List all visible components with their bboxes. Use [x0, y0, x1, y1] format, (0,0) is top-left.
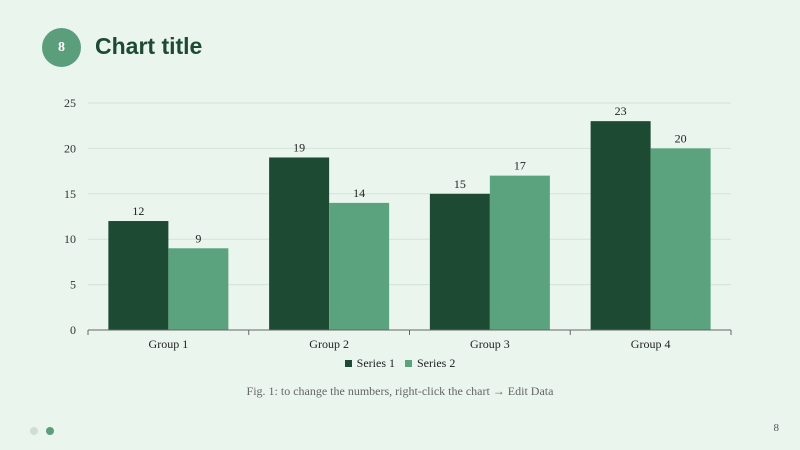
page-number: 8 [773, 422, 780, 434]
legend-label-series-1: Series 1 [356, 356, 395, 370]
legend-swatch-series-1 [344, 360, 352, 367]
slide-number-badge: 8 [42, 28, 81, 67]
bar-series-2 [168, 248, 229, 330]
y-tick-label: 10 [64, 232, 76, 246]
data-label: 20 [675, 131, 687, 145]
bar-series-2 [329, 202, 390, 330]
x-tick-label: Group 3 [470, 337, 510, 351]
y-tick-label: 5 [70, 278, 76, 292]
data-label: 12 [132, 204, 144, 218]
y-tick-label: 0 [70, 323, 76, 337]
bar-series-1 [269, 157, 330, 330]
legend-item-series-2: Series 2 [405, 356, 455, 371]
data-label: 19 [293, 140, 305, 154]
bar-series-1 [108, 221, 169, 330]
data-label: 17 [514, 159, 526, 173]
x-tick-label: Group 4 [631, 337, 671, 351]
y-tick-label: 25 [64, 96, 76, 110]
labels: 0 5 10 15 20 25 12 9 Group 1 19 14 Group 2 15 17 Group… [64, 96, 687, 351]
slide-navigation-dots [30, 427, 54, 435]
data-label: 15 [454, 177, 466, 191]
x-tick-label: Group 2 [309, 337, 349, 351]
chart-title: Chart title [95, 33, 203, 59]
data-label: 9 [195, 231, 201, 245]
legend: Series 1 Series 2 [0, 356, 800, 371]
bar-series-1 [590, 121, 651, 330]
legend-item-series-1: Series 1 [344, 356, 395, 371]
data-label: 23 [615, 104, 627, 118]
legend-swatch-series-2 [405, 360, 412, 367]
data-label: 14 [353, 186, 365, 200]
bar-series-2 [489, 175, 550, 330]
bars [108, 121, 711, 330]
nav-dot-inactive[interactable] [30, 427, 38, 435]
y-tick-label: 20 [64, 141, 76, 155]
nav-dot-active[interactable] [46, 427, 54, 435]
bar-series-2 [650, 148, 711, 330]
axes [87, 329, 732, 335]
y-tick-label: 15 [64, 187, 76, 201]
figure-caption: Fig. 1: to change the numbers, right-cli… [246, 384, 554, 398]
legend-label-series-2: Series 2 [417, 356, 456, 370]
x-tick-label: Group 1 [149, 337, 189, 351]
bar-series-1 [429, 193, 490, 330]
